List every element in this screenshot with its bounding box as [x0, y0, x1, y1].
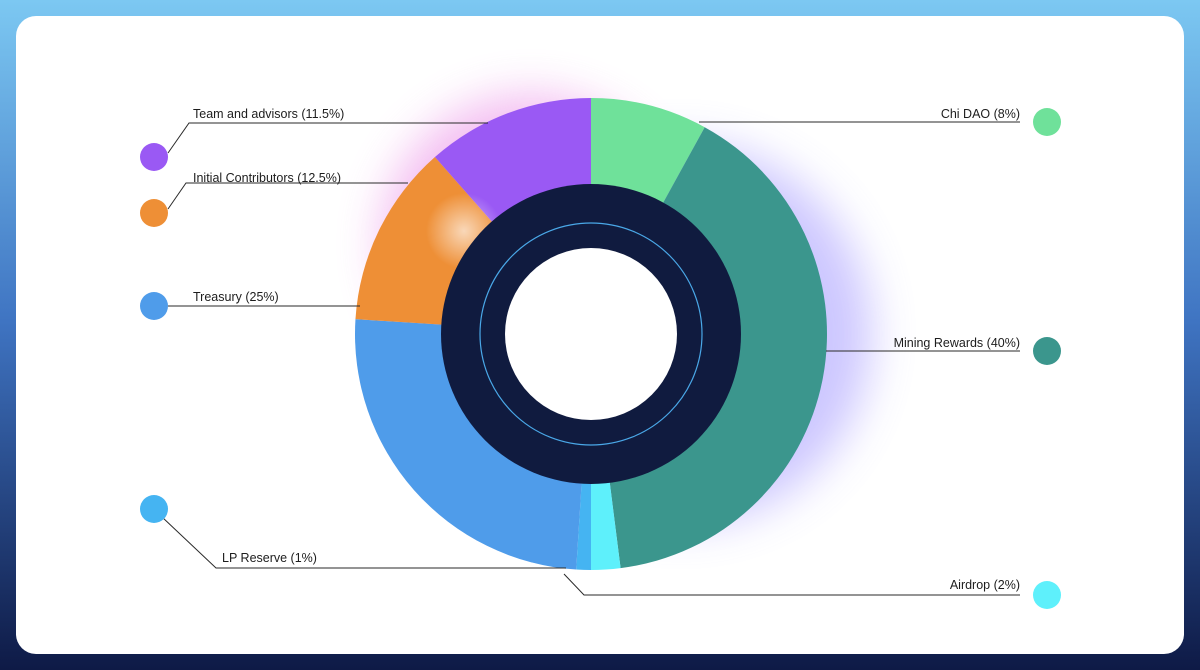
callout-treasury: Treasury (25%): [140, 290, 360, 320]
callout-airdrop: Airdrop (2%): [563, 573, 1061, 609]
leader-line: [161, 516, 566, 569]
donut-center: [441, 184, 741, 484]
callout-mining-rewards: Mining Rewards (40%): [826, 336, 1061, 365]
callout-initial-contributors: Initial Contributors (12.5%): [140, 171, 408, 227]
center-ring-line: [479, 222, 703, 446]
legend-dot: [1033, 108, 1061, 136]
donut-chart: Chi DAO (8%) Mining Rewards (40%) Airdrop …: [140, 94, 1061, 609]
slice-label: Mining Rewards (40%): [894, 336, 1020, 350]
center-hole: [505, 248, 677, 420]
legend-dot: [140, 495, 168, 523]
slice-label: Treasury (25%): [193, 290, 279, 304]
slice-label: LP Reserve (1%): [222, 551, 317, 565]
slice-label: Airdrop (2%): [950, 578, 1020, 592]
legend-dot: [1033, 581, 1061, 609]
leader-line: [167, 122, 488, 154]
legend-dot: [1033, 337, 1061, 365]
leader-line: [167, 182, 408, 210]
legend-dot: [140, 199, 168, 227]
slice-label: Chi DAO (8%): [941, 107, 1020, 121]
callout-lp-reserve: LP Reserve (1%): [140, 495, 566, 569]
slice-label: Team and advisors (11.5%): [193, 107, 344, 121]
legend-dot: [140, 292, 168, 320]
callout-chi-dao: Chi DAO (8%): [699, 107, 1061, 136]
chart-card: Chi DAO (8%) Mining Rewards (40%) Airdrop …: [16, 16, 1184, 654]
slice-label: Initial Contributors (12.5%): [193, 171, 341, 185]
callouts: Chi DAO (8%) Mining Rewards (40%) Airdrop …: [140, 107, 1061, 609]
legend-dot: [140, 143, 168, 171]
callout-team-and-advisors: Team and advisors (11.5%): [140, 107, 488, 171]
leader-line: [563, 573, 1020, 596]
